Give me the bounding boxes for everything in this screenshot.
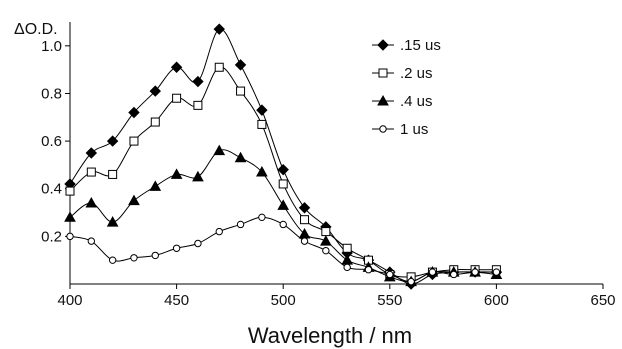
data-point [128,106,140,119]
legend-marker [378,68,388,78]
data-point [258,213,266,222]
data-point [471,268,479,276]
y-axis-title: ΔO.D. [14,21,58,38]
data-point [277,163,289,176]
data-point [364,266,373,274]
data-point [256,104,268,116]
data-point [450,270,458,279]
data-point [215,227,223,236]
data-point [277,199,290,210]
legend: .15 us .2 us .4 us 1 us [372,37,441,138]
legend-item: .2 us [372,65,433,82]
data-point [214,62,224,72]
y-tick-label: 0.8 [41,85,62,102]
data-point [343,263,351,272]
data-point [278,179,288,189]
y-tick-label: 0.2 [41,228,62,245]
data-point [321,227,331,237]
x-tick-label: 450 [164,292,189,309]
data-point [236,220,245,229]
legend-label: .2 us [400,65,433,82]
data-point [129,136,139,146]
data-point [150,117,160,127]
legend-item: 1 us [372,121,428,138]
data-point [300,215,310,225]
legend-label: 1 us [400,121,428,138]
series-1 [64,23,503,290]
legend-marker [377,94,389,106]
data-point [213,23,225,35]
data-point [170,61,183,73]
data-point [170,168,183,179]
data-point [86,167,96,177]
data-point [319,235,332,246]
data-point [492,268,501,276]
legend-marker [377,39,389,51]
data-point [149,85,161,97]
x-tick-label: 400 [57,292,82,309]
data-point [407,277,415,286]
series-4 [66,213,501,286]
data-point [213,144,226,156]
data-point [108,169,118,179]
data-point [192,170,204,182]
data-point [194,239,202,248]
x-axis-title: Wavelength / nm [248,323,412,348]
data-point [87,237,96,245]
data-point [428,268,437,276]
data-point [85,196,98,208]
data-point [386,270,394,279]
data-point [66,232,74,241]
data-point [130,254,138,262]
data-point [106,135,119,147]
legend-label: .15 us [400,37,441,54]
data-point [341,254,354,265]
data-point [298,202,311,214]
data-point [234,59,247,71]
data-point [172,244,181,252]
legend-marker [379,125,387,133]
data-point [342,243,352,253]
legend-item: .15 us [372,37,441,54]
data-point [322,246,330,255]
x-tick-label: 550 [377,292,402,309]
data-point [149,180,162,191]
data-point [193,100,203,110]
series-group [64,23,503,290]
data-point [256,166,268,177]
data-point [64,211,76,222]
data-point [85,147,98,159]
data-point [128,194,140,206]
y-tick-label: 0.4 [41,181,62,198]
y-tick-label: 1.0 [41,38,62,55]
data-point [257,119,267,129]
data-point [234,151,247,163]
data-point [151,251,159,260]
data-point [108,256,117,264]
data-point [236,86,246,96]
x-tick-label: 500 [271,292,296,309]
y-tick-label: 0.6 [41,133,62,150]
data-point [279,220,287,229]
axes: 0.2 0.4 0.6 0.8 1.0 400 450 500 550 600 650 [41,22,616,309]
data-point [106,216,119,227]
data-point [192,75,204,88]
legend-item: .4 us [372,93,433,110]
data-point [172,93,182,103]
data-point [300,237,309,245]
x-tick-label: 650 [590,292,615,309]
data-point [65,186,75,196]
x-tick-label: 600 [484,292,509,309]
legend-label: .4 us [400,93,433,110]
